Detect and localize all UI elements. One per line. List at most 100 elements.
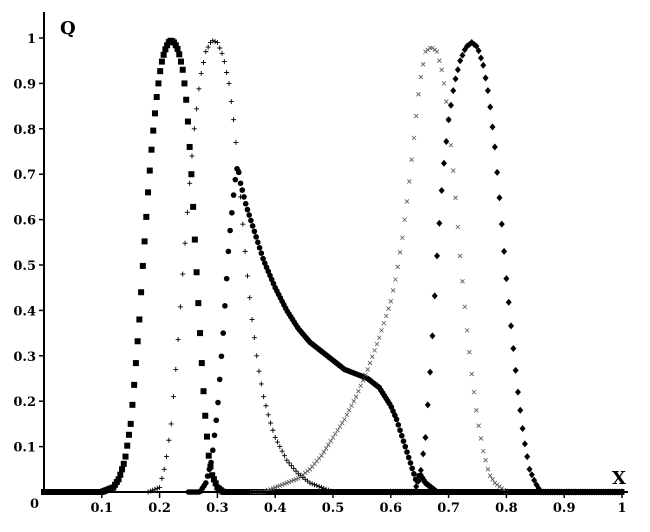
data-point [188, 171, 195, 178]
data-point [370, 354, 375, 359]
data-point [312, 482, 318, 488]
data-point [353, 394, 359, 399]
data-point [469, 371, 475, 377]
axis-ticks: 0.1 0.2 0.3 0.4 0.5 0.6 0.7 0.8 0.9 1 0.1 0.2 0.3 0.4… [13, 32, 626, 516]
data-point [166, 437, 172, 443]
data-point [288, 463, 294, 469]
data-point [187, 180, 193, 186]
x-tick-label: 0.4 [264, 501, 287, 516]
data-point [415, 477, 422, 485]
data-point [416, 92, 421, 97]
data-point [400, 438, 407, 444]
y-tick-label: 0.3 [13, 350, 36, 365]
data-point [127, 420, 134, 427]
data-point [417, 466, 424, 474]
data-point [193, 269, 200, 276]
data-point [447, 101, 454, 109]
data-point [198, 360, 205, 367]
data-point [229, 209, 235, 216]
data-point [409, 465, 415, 472]
data-point [390, 288, 396, 293]
data-point [237, 180, 244, 187]
data-point [420, 450, 427, 458]
x-tick-label: 1 [617, 501, 626, 516]
data-point [272, 435, 278, 441]
data-point [388, 299, 394, 304]
data-point [209, 472, 216, 479]
data-point [184, 118, 191, 125]
data-point [457, 253, 463, 259]
data-point [395, 422, 402, 428]
data-point [498, 220, 505, 228]
data-point [255, 239, 261, 246]
data-point [164, 42, 171, 49]
data-point [226, 80, 232, 86]
data-point [444, 99, 449, 104]
data-point [231, 117, 237, 123]
data-point [145, 189, 152, 196]
data-point [219, 50, 225, 56]
data-point [437, 58, 442, 63]
data-point [246, 212, 252, 218]
data-point [202, 412, 209, 419]
data-point [173, 366, 179, 372]
data-point [152, 486, 158, 492]
data-point [256, 368, 262, 374]
data-point [230, 192, 237, 198]
data-point [205, 44, 211, 50]
data-point [438, 187, 445, 195]
data-point [411, 135, 417, 141]
data-point [203, 433, 210, 440]
data-point [445, 116, 452, 124]
y-tick-label: 1 [27, 32, 36, 47]
data-point [395, 264, 401, 270]
data-point [153, 94, 160, 101]
data-point [239, 187, 246, 193]
data-point [344, 412, 350, 418]
y-tick-label: 0.2 [13, 395, 36, 410]
data-point [148, 146, 155, 153]
data-point [172, 42, 179, 49]
data-point [194, 106, 200, 112]
data-point [379, 328, 384, 333]
data-point [429, 332, 436, 340]
data-point [212, 480, 219, 487]
data-point [321, 449, 327, 455]
data-point [397, 427, 403, 434]
data-point [212, 39, 218, 45]
data-point [170, 394, 176, 400]
data-point [457, 57, 464, 65]
data-point [241, 194, 247, 200]
data-point [422, 434, 429, 442]
data-point [418, 74, 424, 80]
data-point [413, 113, 419, 119]
data-point [467, 349, 472, 355]
y-tick-label: 0.1 [13, 441, 36, 456]
data-point [161, 466, 167, 472]
data-point [151, 110, 158, 117]
data-point [398, 432, 405, 439]
data-point [191, 236, 198, 243]
data-point [309, 481, 315, 487]
data-point [448, 142, 454, 148]
data-point [462, 304, 468, 310]
data-point [496, 194, 503, 202]
data-point [335, 427, 340, 433]
data-point [180, 271, 186, 277]
data-point [150, 127, 157, 134]
data-point [251, 228, 258, 235]
data-point [326, 442, 331, 448]
data-point [319, 453, 324, 458]
data-point [244, 273, 250, 279]
series-4 [249, 45, 509, 495]
data-point [441, 81, 447, 86]
data-point [424, 401, 431, 409]
data-point [436, 219, 443, 227]
data-point [471, 389, 477, 395]
data-point [218, 353, 225, 360]
data-point [397, 250, 403, 255]
data-point [393, 416, 400, 423]
data-point [475, 47, 482, 55]
data-point [453, 195, 458, 201]
data-point [265, 412, 271, 418]
